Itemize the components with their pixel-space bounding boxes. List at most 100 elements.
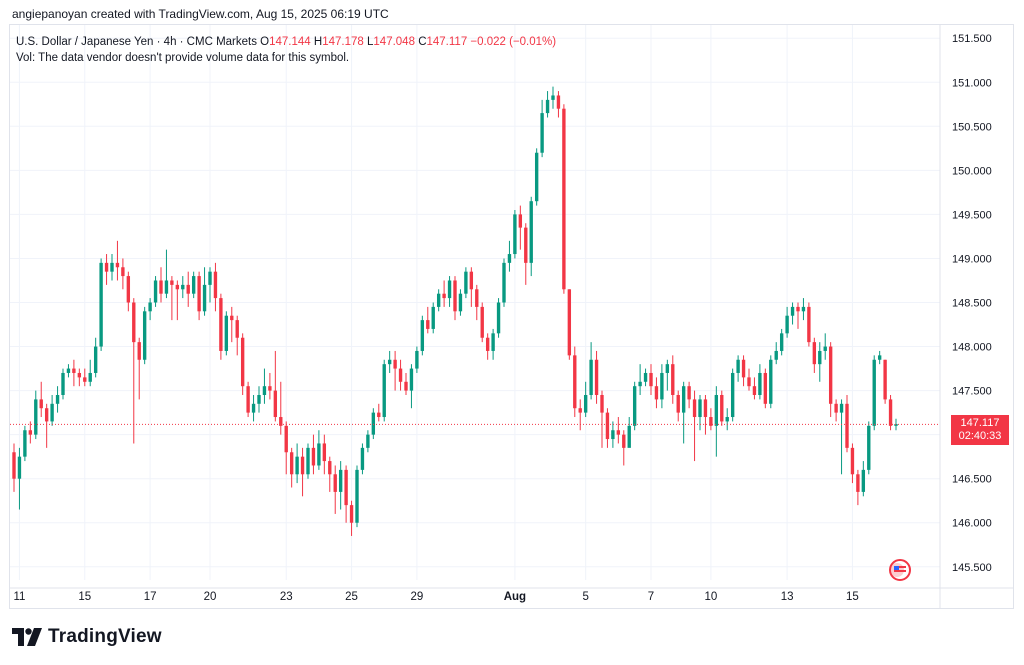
candle-down[interactable] bbox=[311, 434, 316, 475]
candle-down[interactable] bbox=[398, 359, 403, 391]
candle-up[interactable] bbox=[774, 342, 778, 365]
candle-down[interactable] bbox=[763, 368, 768, 409]
candle-down[interactable] bbox=[807, 302, 811, 347]
candle-up[interactable] bbox=[730, 368, 735, 422]
candle-down[interactable] bbox=[115, 240, 120, 281]
tradingview-logo[interactable]: TradingView bbox=[12, 626, 162, 648]
candle-down[interactable] bbox=[12, 443, 16, 492]
candle-up[interactable] bbox=[790, 302, 795, 325]
candle-up[interactable] bbox=[627, 417, 631, 448]
candle-up[interactable] bbox=[736, 355, 740, 382]
candle-up[interactable] bbox=[447, 276, 452, 307]
candle-up[interactable] bbox=[861, 461, 866, 497]
candle-up[interactable] bbox=[458, 289, 463, 316]
candle-up[interactable] bbox=[785, 306, 789, 338]
candle-down[interactable] bbox=[393, 350, 397, 391]
candle-up[interactable] bbox=[801, 298, 806, 321]
candle-up[interactable] bbox=[513, 210, 517, 259]
candle-down[interactable] bbox=[692, 390, 697, 462]
candle-up[interactable] bbox=[431, 302, 435, 334]
candle-down[interactable] bbox=[328, 456, 332, 492]
candle-down[interactable] bbox=[594, 350, 599, 404]
candle-down[interactable] bbox=[578, 399, 582, 431]
candle-up[interactable] bbox=[142, 306, 147, 365]
candle-down[interactable] bbox=[518, 205, 523, 250]
candle-up[interactable] bbox=[507, 240, 512, 272]
candle-down[interactable] bbox=[567, 289, 572, 360]
candle-down[interactable] bbox=[888, 395, 893, 431]
candle-up[interactable] bbox=[867, 421, 871, 475]
candle-down[interactable] bbox=[159, 267, 163, 303]
candle-down[interactable] bbox=[720, 390, 724, 426]
candle-down[interactable] bbox=[469, 267, 474, 307]
candle-down[interactable] bbox=[289, 447, 294, 488]
candle-down[interactable] bbox=[219, 293, 223, 360]
candle-down[interactable] bbox=[845, 395, 849, 453]
candle-up[interactable] bbox=[545, 91, 550, 118]
candle-up[interactable] bbox=[502, 258, 506, 307]
candle-down[interactable] bbox=[230, 306, 234, 343]
candle-up[interactable] bbox=[202, 267, 207, 316]
candle-down[interactable] bbox=[39, 381, 43, 418]
candle-up[interactable] bbox=[823, 333, 827, 360]
candle-down[interactable] bbox=[175, 280, 180, 321]
candle-up[interactable] bbox=[769, 355, 773, 409]
candle-down[interactable] bbox=[279, 381, 283, 435]
candle-down[interactable] bbox=[828, 342, 833, 418]
candle-down[interactable] bbox=[344, 465, 348, 523]
candle-up[interactable] bbox=[665, 359, 670, 391]
candle-up[interactable] bbox=[360, 443, 365, 475]
candle-down[interactable] bbox=[856, 469, 860, 506]
candle-up[interactable] bbox=[153, 276, 158, 307]
candle-down[interactable] bbox=[524, 223, 528, 285]
candle-up[interactable] bbox=[23, 425, 27, 462]
candle-down[interactable] bbox=[703, 395, 708, 435]
candle-down[interactable] bbox=[197, 271, 201, 321]
candle-down[interactable] bbox=[44, 403, 49, 448]
candle-up[interactable] bbox=[93, 337, 98, 378]
candle-down[interactable] bbox=[72, 359, 76, 387]
candle-down[interactable] bbox=[573, 346, 577, 418]
candle-down[interactable] bbox=[235, 315, 239, 356]
candle-down[interactable] bbox=[132, 298, 136, 444]
candle-up[interactable] bbox=[34, 390, 38, 440]
candle-up[interactable] bbox=[409, 364, 414, 409]
candle-down[interactable] bbox=[556, 91, 561, 118]
candle-down[interactable] bbox=[485, 333, 490, 360]
candle-up[interactable] bbox=[338, 461, 343, 510]
candle-down[interactable] bbox=[480, 302, 484, 343]
candle-down[interactable] bbox=[300, 447, 305, 497]
candle-up[interactable] bbox=[66, 364, 71, 378]
candle-up[interactable] bbox=[110, 254, 114, 281]
candle-up[interactable] bbox=[99, 258, 103, 351]
candle-up[interactable] bbox=[872, 355, 876, 431]
candle-down[interactable] bbox=[333, 465, 337, 514]
candle-up[interactable] bbox=[191, 271, 196, 299]
candle-down[interactable] bbox=[649, 364, 653, 395]
candle-down[interactable] bbox=[268, 372, 272, 400]
candle-up[interactable] bbox=[632, 381, 637, 431]
candle-up[interactable] bbox=[148, 298, 152, 321]
candle-down[interactable] bbox=[676, 390, 680, 422]
candle-down[interactable] bbox=[747, 368, 751, 391]
candle-down[interactable] bbox=[240, 333, 245, 395]
candle-down[interactable] bbox=[213, 262, 218, 312]
candle-down[interactable] bbox=[377, 403, 381, 422]
candle-up[interactable] bbox=[638, 364, 642, 395]
candle-up[interactable] bbox=[540, 99, 544, 158]
candle-up[interactable] bbox=[181, 276, 185, 299]
candle-up[interactable] bbox=[420, 315, 425, 356]
candle-down[interactable] bbox=[322, 434, 327, 475]
candle-down[interactable] bbox=[883, 359, 887, 404]
candle-down[interactable] bbox=[186, 271, 190, 307]
candle-up[interactable] bbox=[387, 350, 392, 373]
candle-up[interactable] bbox=[50, 395, 54, 426]
candle-up[interactable] bbox=[551, 86, 555, 109]
candle-down[interactable] bbox=[622, 430, 626, 466]
candle-up[interactable] bbox=[464, 267, 468, 299]
candle-up[interactable] bbox=[611, 421, 615, 448]
candle-up[interactable] bbox=[589, 342, 593, 400]
candle-up[interactable] bbox=[779, 328, 784, 356]
candle-up[interactable] bbox=[224, 311, 229, 356]
flag-icon[interactable] bbox=[889, 559, 911, 581]
